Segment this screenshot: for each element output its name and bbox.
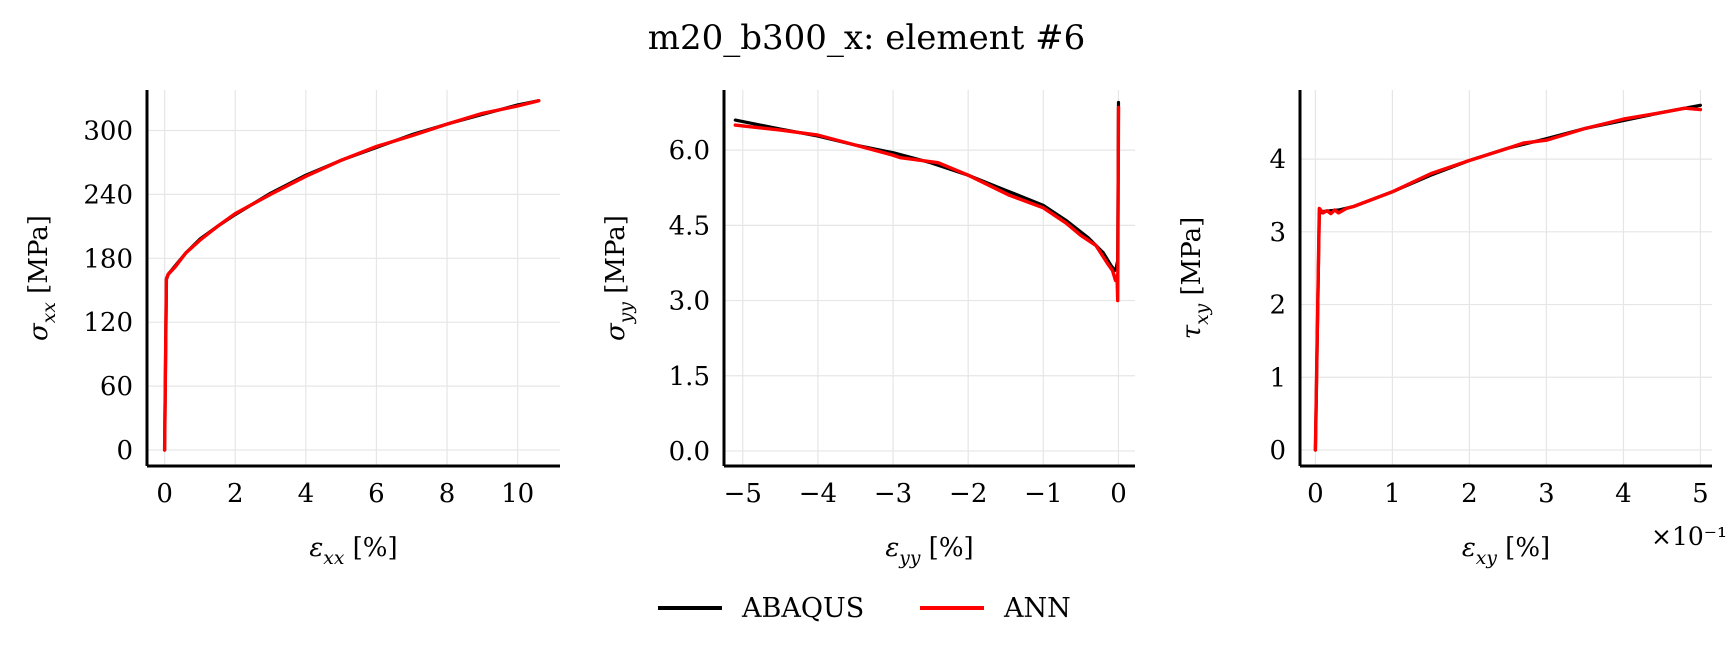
x-tick-label-syy-2: −3 xyxy=(874,479,912,509)
x-axis-label-txy: εxy [%] xyxy=(1462,533,1550,569)
y-tick-label-sxx-3: 180 xyxy=(83,244,133,274)
x-tick-label-sxx-0: 0 xyxy=(156,479,173,509)
x-tick-label-txy-2: 2 xyxy=(1461,479,1478,509)
series-line-syy-abaqus xyxy=(733,100,1121,273)
y-tick-label-syy-4: 6.0 xyxy=(669,136,710,166)
y-tick-label-sxx-5: 300 xyxy=(83,116,133,146)
x-tick-label-sxx-4: 8 xyxy=(439,479,456,509)
y-tick-label-syy-1: 1.5 xyxy=(669,362,710,392)
y-tick-label-txy-3: 3 xyxy=(1269,218,1286,248)
series-line-txy-ann xyxy=(1313,106,1703,452)
y-tick-label-txy-0: 0 xyxy=(1269,436,1286,466)
y-tick-label-syy-0: 0.0 xyxy=(669,437,710,467)
y-tick-label-sxx-1: 60 xyxy=(100,372,133,402)
y-tick-label-sxx-4: 240 xyxy=(83,180,133,210)
chart-panel-syy: −5 −4 −3 −2 −1 0 0.0 1.5 3.0 4.5 6.0 εyy [%] σyy [MP… xyxy=(601,90,1135,569)
y-tick-label-sxx-0: 0 xyxy=(116,436,133,466)
x-tick-label-sxx-2: 4 xyxy=(298,479,315,509)
y-tick-label-txy-2: 2 xyxy=(1269,291,1286,321)
chart-panel-sxx: 0 2 4 6 8 10 0 60 120 180 240 300 εxx [%] σxx [MPa] xyxy=(24,90,560,569)
legend: ABAQUS ANN xyxy=(0,588,1733,628)
figure-title: m20_b300_x: element #6 xyxy=(647,18,1086,58)
x-tick-label-txy-3: 3 xyxy=(1538,479,1555,509)
legend-swatch-abaqus xyxy=(658,606,722,610)
x-tick-label-syy-0: −5 xyxy=(724,479,762,509)
y-tick-label-sxx-2: 120 xyxy=(83,308,133,338)
chart-panel-txy: 0 1 2 3 4 5 0 1 2 3 4 εxy [%] τxy [MPa] ×10⁻¹ xyxy=(1177,90,1727,569)
y-tick-label-syy-2: 3.0 xyxy=(669,287,710,317)
legend-label-abaqus: ABAQUS xyxy=(742,592,865,624)
series-line-syy-ann xyxy=(733,105,1121,303)
series-line-txy-abaqus xyxy=(1313,103,1702,452)
y-axis-label-txy: τxy [MPa] xyxy=(1177,217,1213,340)
series-line-sxx-ann xyxy=(162,99,541,452)
series-line-sxx-abaqus xyxy=(163,99,541,452)
x-tick-label-sxx-5: 10 xyxy=(501,479,534,509)
x-tick-label-syy-3: −2 xyxy=(949,479,987,509)
x-axis-label-sxx: εxx [%] xyxy=(309,533,397,569)
x-tick-label-sxx-3: 6 xyxy=(368,479,385,509)
x-tick-label-txy-1: 1 xyxy=(1384,479,1401,509)
x-tick-label-sxx-1: 2 xyxy=(227,479,244,509)
x-tick-label-txy-0: 0 xyxy=(1307,479,1324,509)
x-tick-label-syy-4: −1 xyxy=(1024,479,1062,509)
y-axis-label-sxx: σxx [MPa] xyxy=(24,215,60,341)
x-tick-label-syy-1: −4 xyxy=(799,479,837,509)
legend-item-abaqus: ABAQUS xyxy=(658,588,864,628)
x-tick-label-txy-5: 5 xyxy=(1692,479,1709,509)
legend-swatch-ann xyxy=(920,606,984,610)
x-axis-label-syy: εyy [%] xyxy=(885,533,973,569)
legend-item-ann: ANN xyxy=(920,588,1071,628)
y-tick-label-txy-1: 1 xyxy=(1269,363,1286,393)
legend-label-ann: ANN xyxy=(1004,592,1071,624)
y-tick-label-txy-4: 4 xyxy=(1269,145,1286,175)
x-tick-label-txy-4: 4 xyxy=(1615,479,1632,509)
y-axis-label-syy: σyy [MPa] xyxy=(601,215,637,341)
x-scale-multiplier-txy: ×10⁻¹ xyxy=(1651,522,1727,551)
x-tick-label-syy-5: 0 xyxy=(1110,479,1127,509)
y-tick-label-syy-3: 4.5 xyxy=(669,211,710,241)
